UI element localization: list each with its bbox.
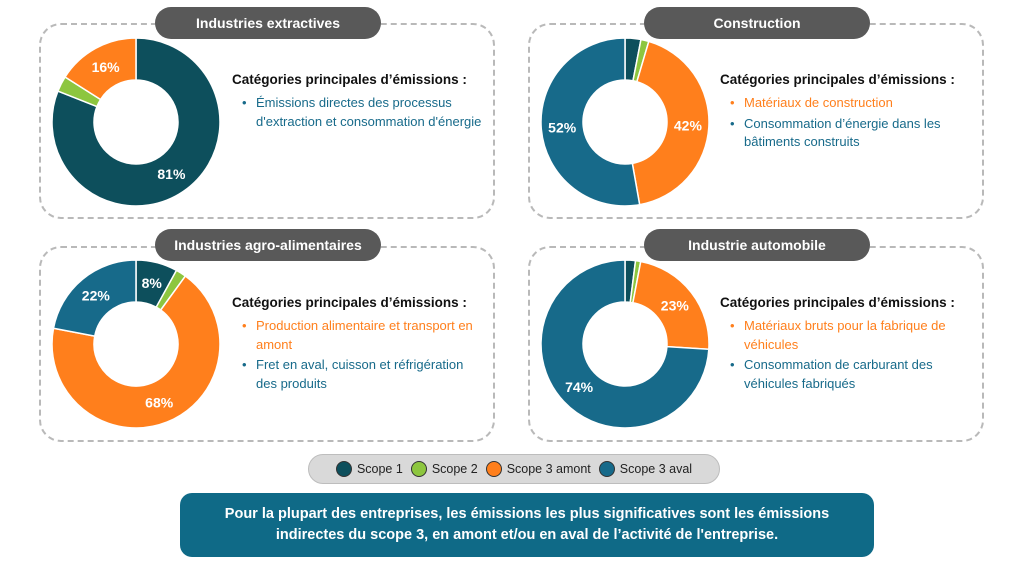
- category-item: Production alimentaire et transport en a…: [242, 317, 482, 354]
- donut-slice-scope3-aval: [540, 37, 641, 207]
- category-heading-extractives: Catégories principales d’émissions :: [232, 72, 467, 87]
- donut-label-scope3-amont: 68%: [145, 395, 174, 411]
- donut-label-scope3-amont: 42%: [674, 118, 703, 134]
- category-heading-automobile: Catégories principales d’émissions :: [720, 295, 955, 310]
- legend-label-scope2: Scope 2: [431, 462, 478, 476]
- donut-slice-scope3-amont: [51, 274, 221, 429]
- donut-label-scope3-amont: 16%: [92, 59, 121, 75]
- legend: Scope 1 Scope 2 Scope 3 amont Scope 3 av…: [308, 454, 720, 484]
- donut-chart-extractives: 81% 16%: [51, 37, 221, 207]
- panel-title-extractives: Industries extractives: [155, 7, 381, 39]
- panel-title-agroalimentaire: Industries agro-alimentaires: [155, 229, 381, 261]
- category-list-automobile: Matériaux bruts pour la fabrique de véhi…: [730, 317, 970, 395]
- legend-swatch-scope2: [410, 461, 427, 477]
- donut-slice-scope1: [51, 37, 221, 207]
- category-item: Consommation d’énergie dans les bâtiment…: [730, 115, 970, 152]
- legend-label-scope3-aval: Scope 3 aval: [619, 462, 693, 476]
- donut-label-scope3-amont: 23%: [661, 297, 690, 313]
- category-item: Matériaux bruts pour la fabrique de véhi…: [730, 317, 970, 354]
- legend-item-scope3-aval: Scope 3 aval: [598, 461, 693, 477]
- legend-label-scope1: Scope 1: [356, 462, 403, 476]
- donut-slice-scope3-amont: [631, 40, 710, 206]
- legend-item-scope1: Scope 1: [335, 461, 403, 477]
- legend-swatch-scope1: [335, 461, 352, 477]
- donut-label-scope3-aval: 52%: [548, 120, 577, 136]
- category-list-agroalimentaire: Production alimentaire et transport en a…: [242, 317, 482, 395]
- legend-item-scope2: Scope 2: [410, 461, 478, 477]
- category-list-construction: Matériaux de construction Consommation d’…: [730, 94, 970, 154]
- category-heading-agroalimentaire: Catégories principales d’émissions :: [232, 295, 467, 310]
- category-item: Matériaux de construction: [730, 94, 970, 113]
- legend-swatch-scope3-aval: [598, 461, 615, 477]
- donut-label-scope1: 8%: [142, 275, 163, 291]
- category-item: Consommation de carburant des véhicules …: [730, 356, 970, 393]
- legend-label-scope3-amont: Scope 3 amont: [506, 462, 591, 476]
- panel-title-construction: Construction: [644, 7, 870, 39]
- donut-chart-construction: 42% 52%: [540, 37, 710, 207]
- category-item: Fret en aval, cuisson et réfrigération d…: [242, 356, 482, 393]
- donut-slice-scope3-amont: [64, 37, 137, 101]
- donut-label-scope1: 81%: [157, 166, 186, 182]
- legend-item-scope3-amont: Scope 3 amont: [485, 461, 591, 477]
- category-item: Émissions directes des processus d'extra…: [242, 94, 482, 131]
- donut-chart-agroalimentaire: 8% 68% 22%: [51, 259, 221, 429]
- summary-banner: Pour la plupart des entreprises, les émi…: [180, 493, 874, 557]
- legend-swatch-scope3-amont: [485, 461, 502, 477]
- category-heading-construction: Catégories principales d’émissions :: [720, 72, 955, 87]
- panel-title-automobile: Industrie automobile: [644, 229, 870, 261]
- donut-chart-automobile: 23% 74%: [540, 259, 710, 429]
- donut-slice-scope3-aval: [52, 259, 137, 338]
- donut-label-scope3-aval: 74%: [565, 379, 594, 395]
- donut-slice-scope3-aval: [540, 259, 710, 429]
- donut-label-scope3-aval: 22%: [82, 288, 111, 304]
- category-list-extractives: Émissions directes des processus d'extra…: [242, 94, 482, 133]
